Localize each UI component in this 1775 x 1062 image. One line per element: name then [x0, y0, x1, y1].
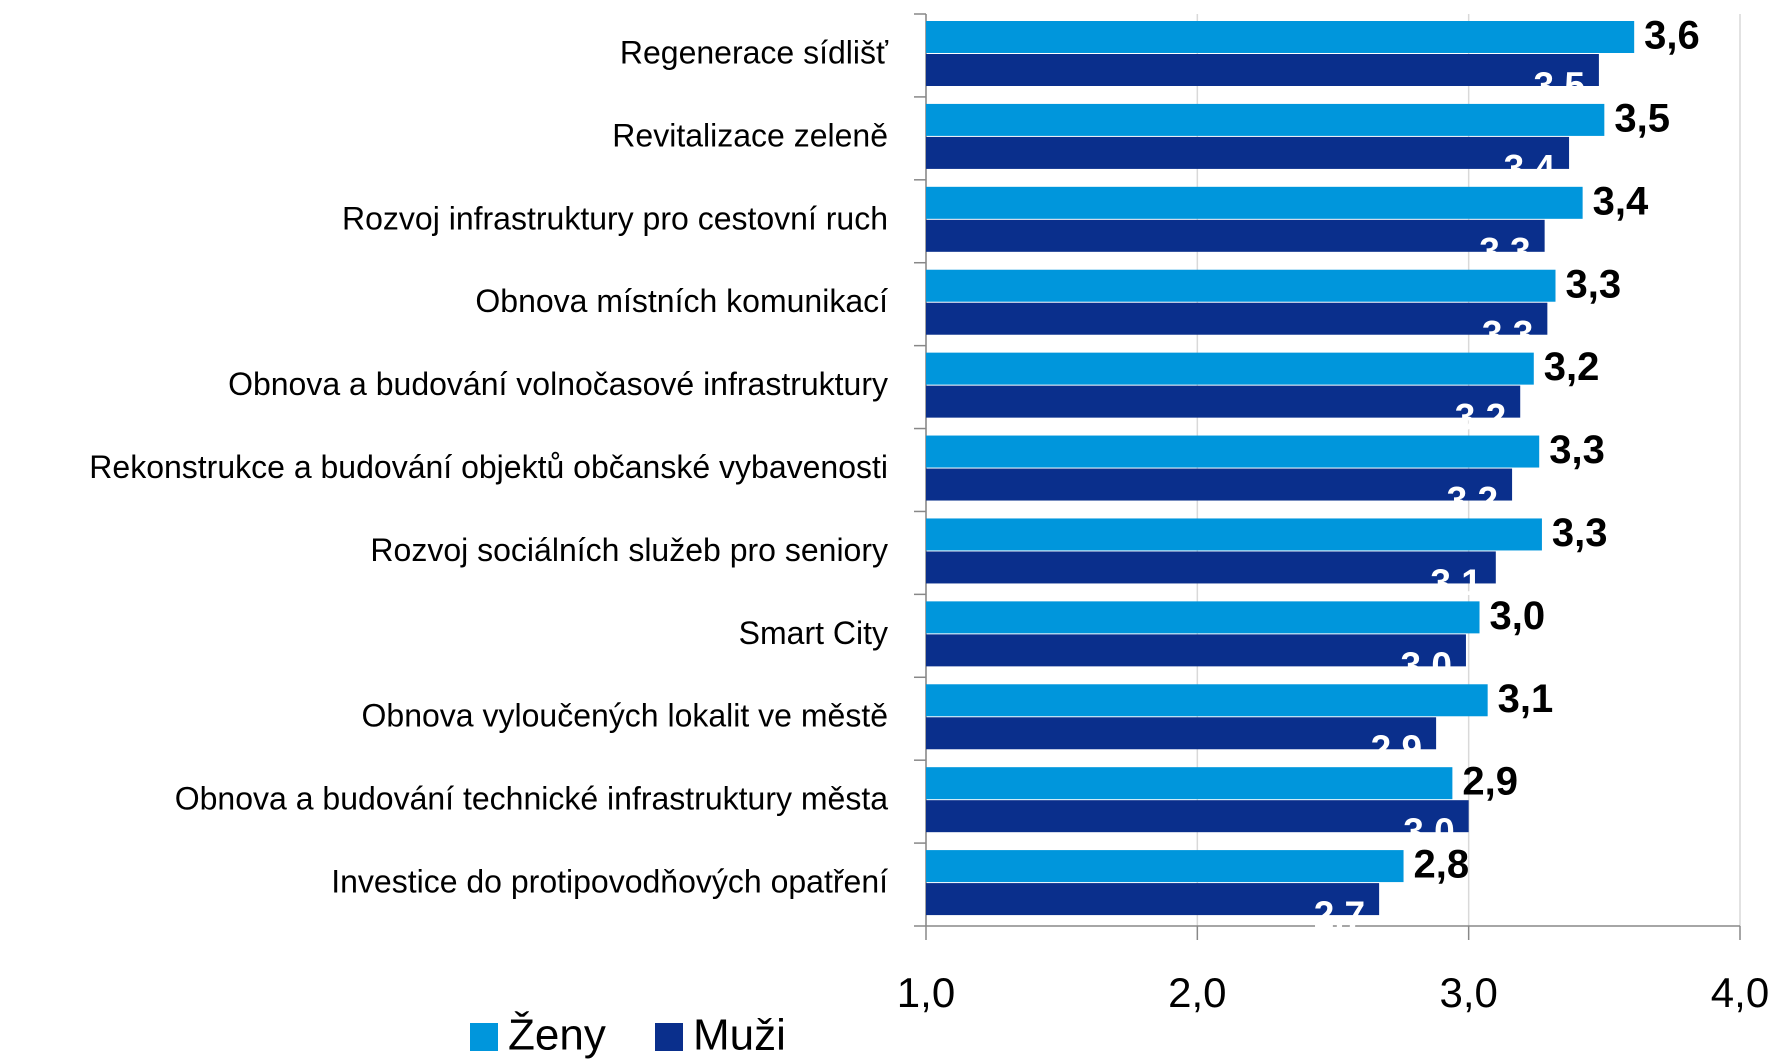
legend-swatch: [655, 1023, 683, 1051]
legend-label: Ženy: [508, 1011, 606, 1060]
legend-label: Muži: [693, 1011, 786, 1060]
bar: [926, 385, 1521, 418]
bar: [926, 186, 1583, 219]
bar: [926, 601, 1480, 634]
value-label: 3,5: [1533, 65, 1584, 106]
bar: [926, 136, 1570, 169]
value-label: 2,8: [1414, 843, 1470, 887]
bar: [926, 850, 1404, 883]
value-label: 3,0: [1403, 811, 1454, 852]
category-label: Rekonstrukce a budování objektů občanské…: [89, 449, 888, 485]
value-label: 3,3: [1565, 262, 1621, 306]
value-label: 3,4: [1504, 148, 1556, 189]
value-label: 3,3: [1552, 511, 1608, 555]
value-label: 2,9: [1371, 728, 1422, 769]
bar: [926, 551, 1496, 584]
value-label: 2,7: [1314, 894, 1365, 935]
value-label: 3,2: [1447, 479, 1498, 520]
value-label: 3,1: [1430, 562, 1481, 603]
bar: [926, 54, 1599, 86]
bar: [926, 352, 1534, 385]
bar: [926, 103, 1605, 136]
value-label: 3,3: [1479, 231, 1530, 272]
x-tick-label: 1,0: [897, 969, 955, 1016]
category-label: Rozvoj sociálních služeb pro seniory: [370, 532, 888, 568]
value-label: 3,6: [1644, 14, 1700, 58]
bar: [926, 302, 1548, 335]
bar: [926, 800, 1469, 833]
bar: [926, 219, 1545, 252]
category-label: Obnova a budování technické infrastruktu…: [175, 781, 888, 817]
bar: [926, 717, 1437, 750]
category-label: Smart City: [739, 615, 888, 651]
category-label: Rozvoj infrastruktury pro cestovní ruch: [342, 200, 888, 236]
category-label: Investice do protipovodňových opatření: [331, 864, 888, 900]
x-tick-label: 2,0: [1168, 969, 1226, 1016]
value-label: 3,2: [1544, 345, 1600, 389]
value-label: 3,4: [1593, 179, 1649, 223]
value-label: 3,0: [1401, 645, 1452, 686]
bar: [926, 634, 1466, 667]
bar: [926, 435, 1540, 468]
bar: [926, 468, 1513, 501]
x-tick-label: 3,0: [1439, 969, 1497, 1016]
value-label: 3,3: [1549, 428, 1605, 472]
x-tick-label: 4,0: [1711, 969, 1769, 1016]
bar: [926, 684, 1488, 717]
category-label: Regenerace sídlišť: [620, 34, 889, 70]
value-label: 3,0: [1490, 594, 1546, 638]
value-label: 3,3: [1482, 314, 1533, 355]
bar: [926, 21, 1635, 53]
bar: [926, 883, 1380, 916]
category-label: Revitalizace zeleně: [612, 117, 888, 153]
value-label: 3,2: [1455, 396, 1506, 437]
legend-swatch: [470, 1023, 498, 1051]
value-label: 3,1: [1498, 677, 1554, 721]
category-label: Obnova vyloučených lokalit ve městě: [362, 698, 888, 734]
value-label: 2,9: [1462, 760, 1518, 804]
bar: [926, 269, 1556, 302]
value-label: 3,5: [1614, 96, 1670, 140]
category-label: Obnova a budování volnočasové infrastruk…: [228, 366, 888, 402]
category-label: Obnova místních komunikací: [475, 283, 888, 319]
bar: [926, 767, 1453, 800]
bar: [926, 518, 1542, 551]
